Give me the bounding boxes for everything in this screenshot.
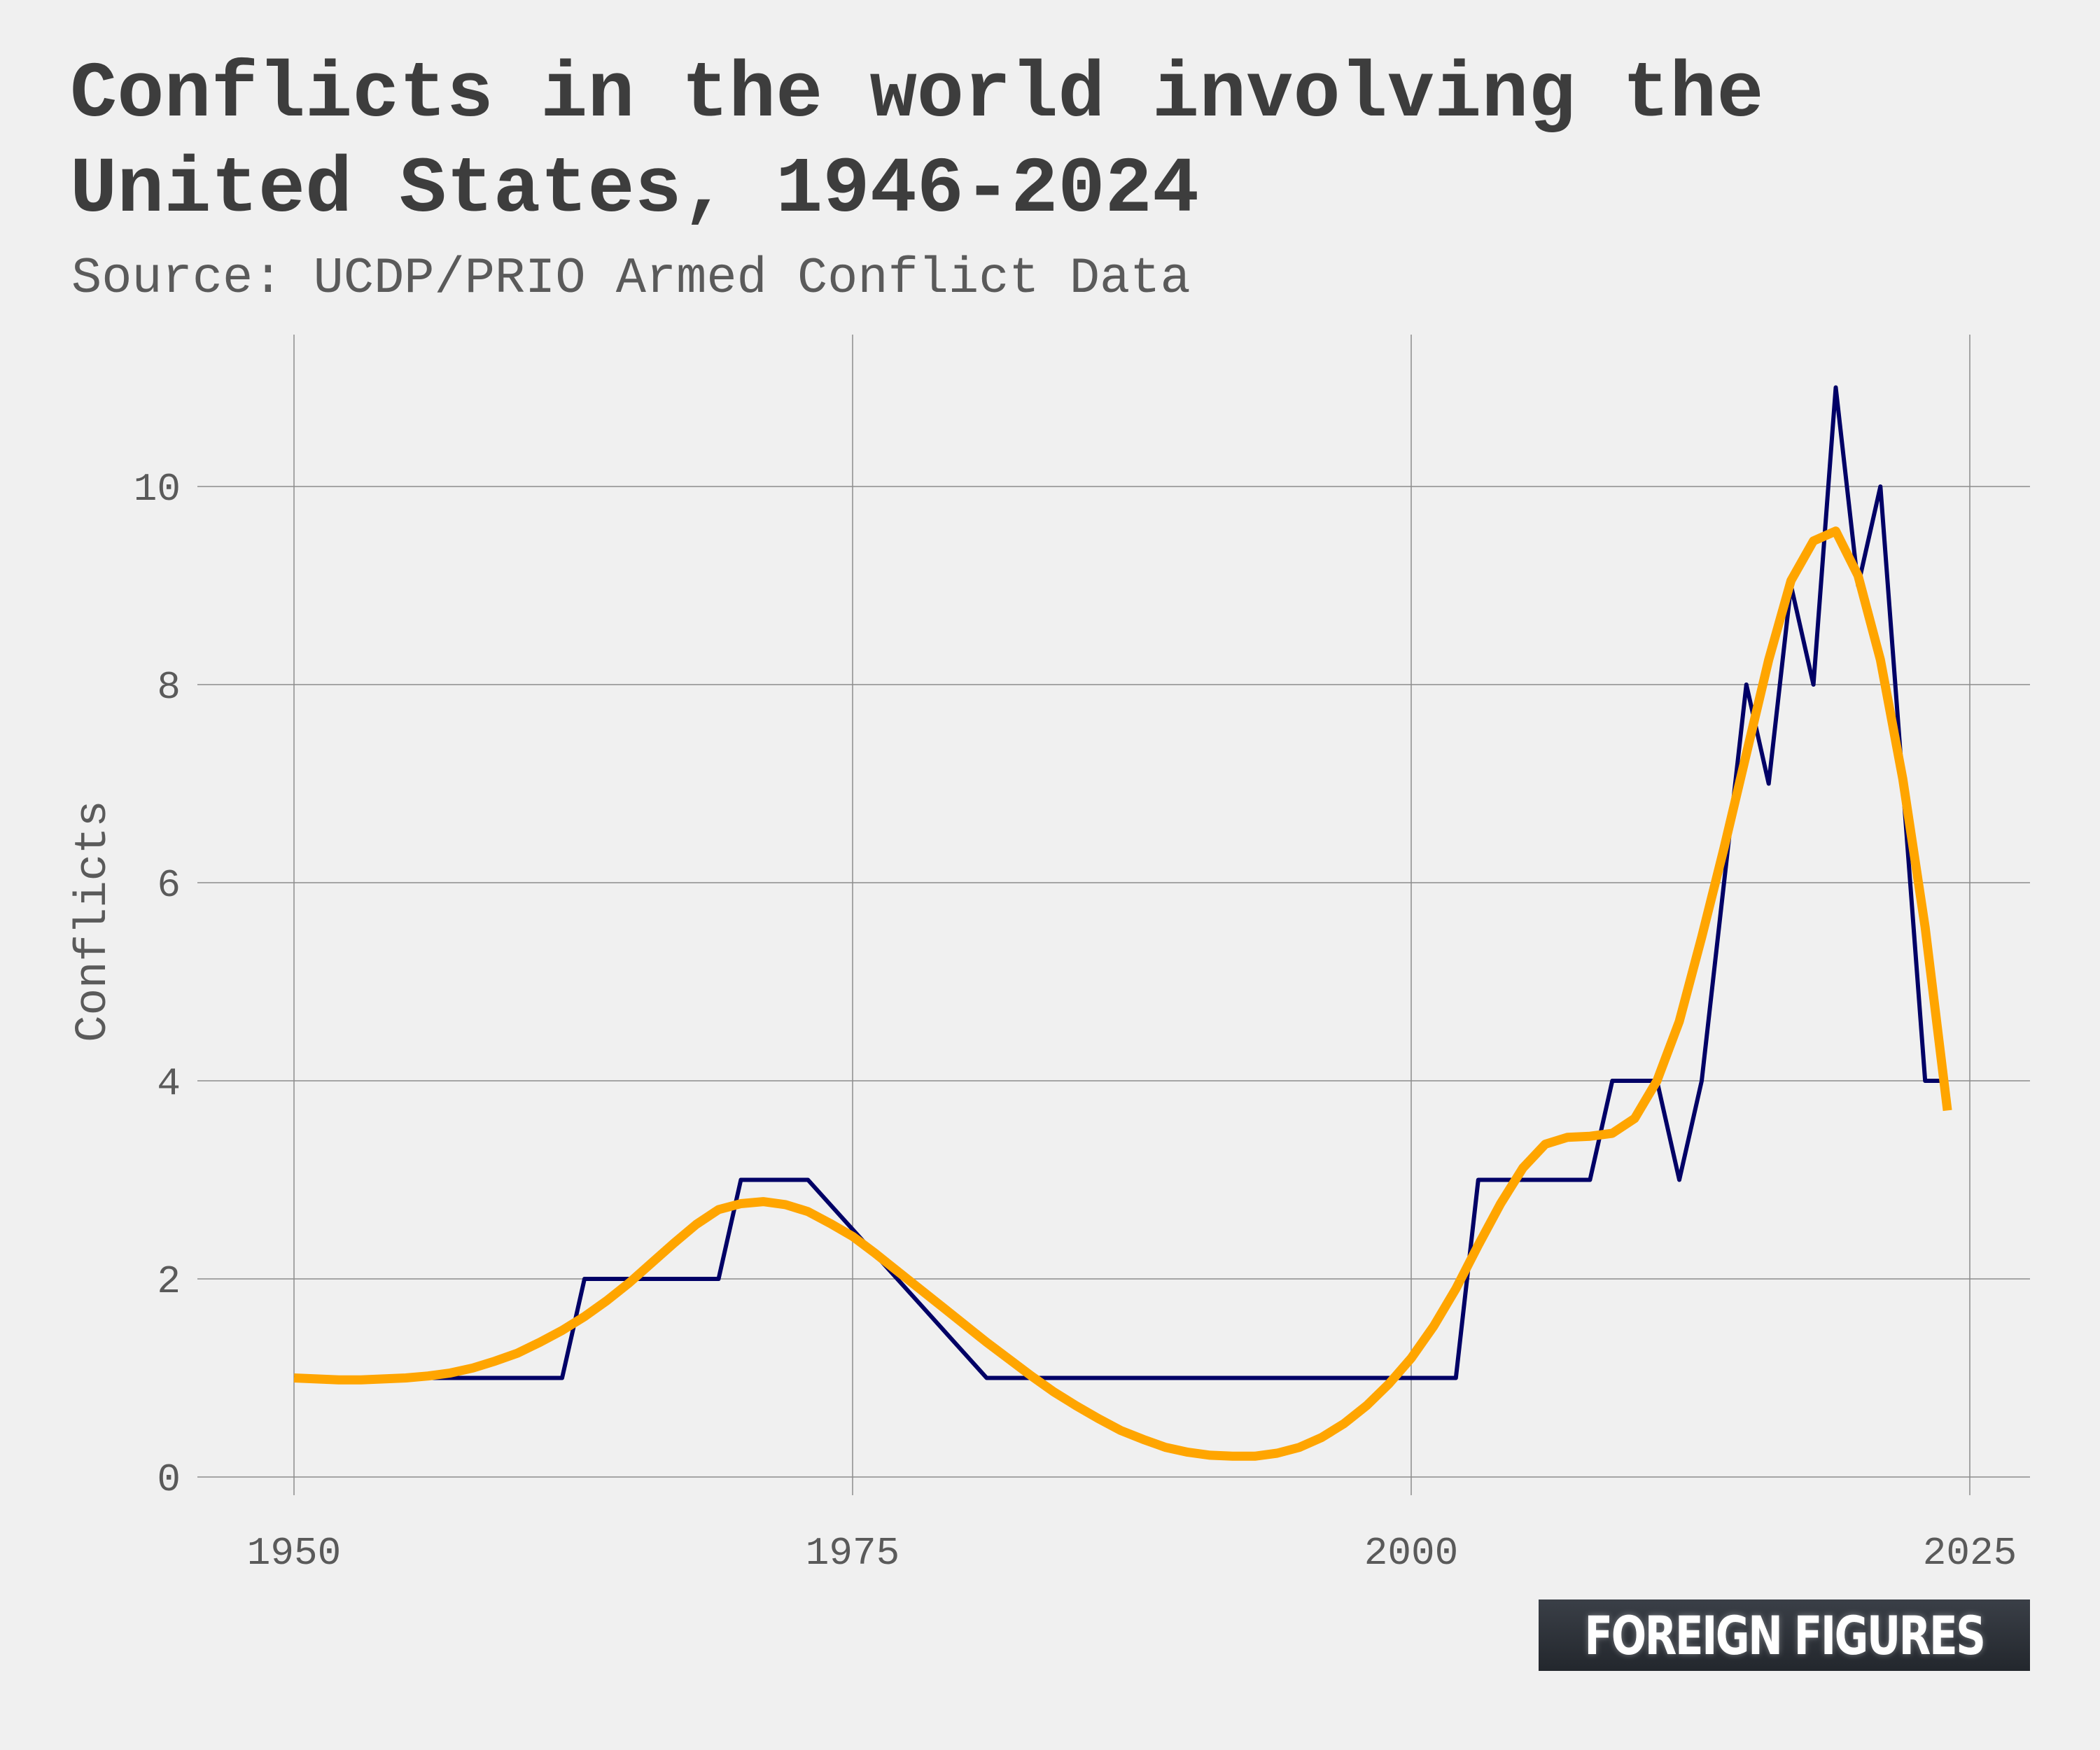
trend-line: [293, 526, 1952, 1461]
x-tick-label: 2000: [1364, 1531, 1458, 1576]
chart-title: Conflicts in the world involving the Uni…: [70, 50, 1764, 234]
y-gridlines: [197, 486, 2030, 1478]
y-tick-label: 2: [157, 1259, 181, 1304]
x-tick-label: 1950: [247, 1531, 341, 1576]
y-tick-label: 8: [157, 665, 181, 710]
y-tick-labels: 0 2 4 6 8 10: [134, 467, 181, 1502]
x-tick-label: 2025: [1923, 1531, 2017, 1576]
conflicts-line: [294, 385, 1948, 1380]
y-tick-label: 10: [134, 467, 181, 512]
x-gridlines: [293, 335, 1970, 1495]
brand-logo-text: FOREIGN FIGURES: [1584, 1604, 1985, 1667]
chart-subtitle: Source: UCDP/PRIO Armed Conflict Data: [71, 250, 1191, 307]
y-tick-label: 6: [157, 863, 181, 908]
brand-logo: FOREIGN FIGURES: [1539, 1600, 2030, 1671]
y-axis-label: Conflicts: [69, 800, 119, 1042]
series-layer: [293, 385, 1952, 1461]
y-tick-label: 0: [157, 1457, 181, 1502]
x-tick-labels: 1950 1975 2000 2025: [247, 1531, 2017, 1576]
x-tick-label: 1975: [806, 1531, 899, 1576]
y-tick-label: 4: [157, 1061, 181, 1106]
